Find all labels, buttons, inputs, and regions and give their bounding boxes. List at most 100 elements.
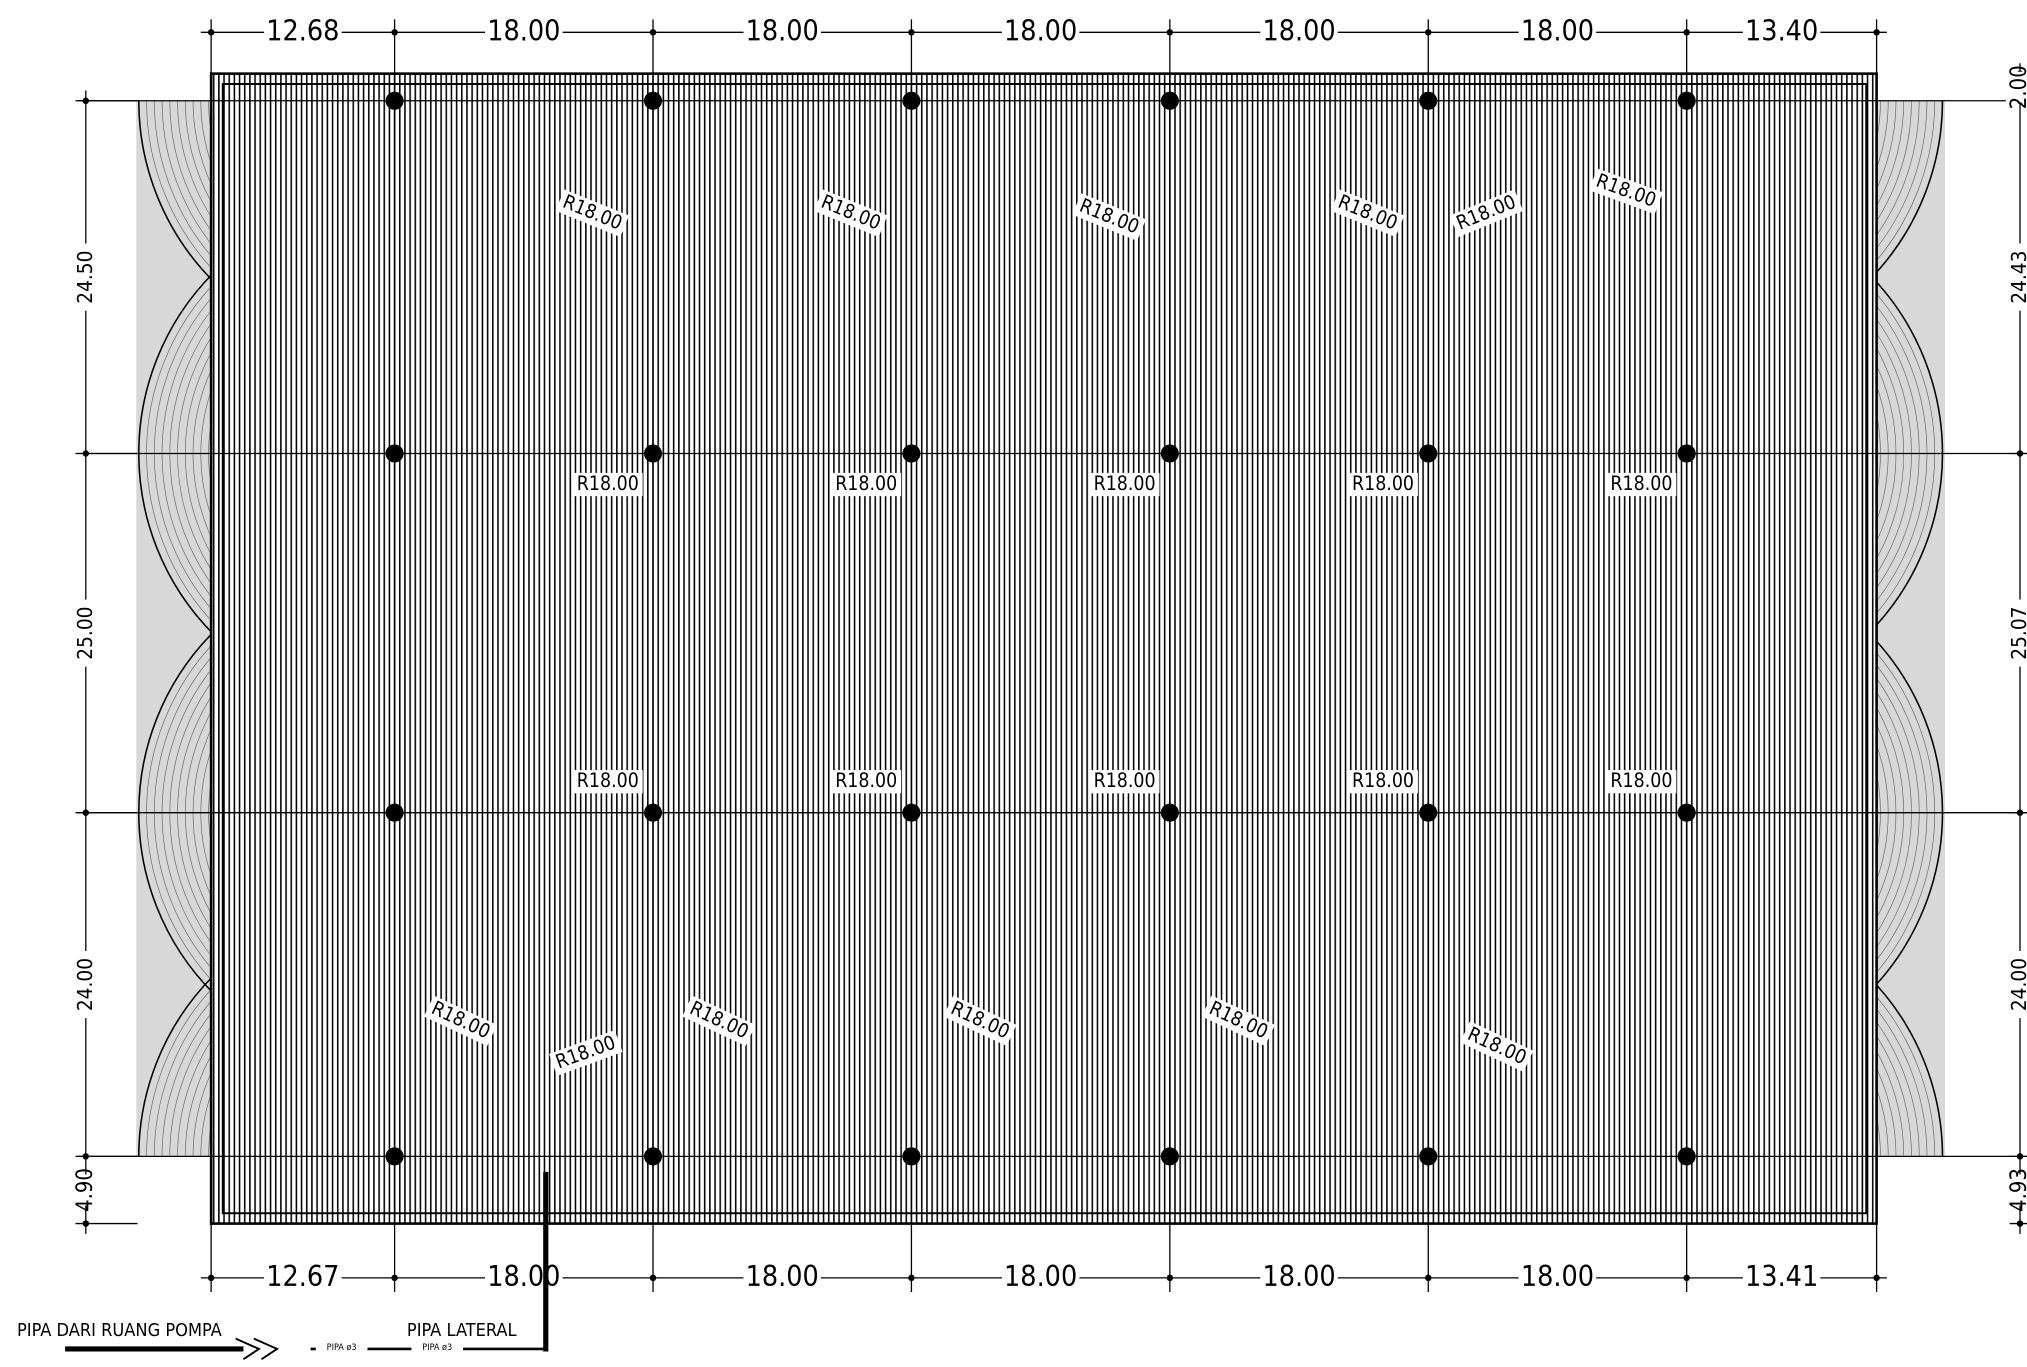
sprinkler-head <box>643 1147 663 1166</box>
dimension-label: 13.41 <box>1745 1260 1818 1293</box>
dimension-tick <box>1425 29 1432 36</box>
radius-label: R18.00 <box>1094 472 1156 495</box>
sprinkler-head <box>1419 1147 1438 1166</box>
label-back <box>813 189 888 238</box>
dimension-tick <box>908 29 915 36</box>
sprinkler-head <box>1160 91 1179 110</box>
sprinkler-head <box>1677 1147 1696 1166</box>
dimension-tick <box>908 1274 915 1282</box>
sprinkler-head <box>1160 1147 1179 1166</box>
dimension-label: 24.43 <box>2007 251 2027 304</box>
dimension-label: 18.00 <box>1521 14 1594 47</box>
sprinkler-head <box>1677 803 1696 822</box>
label-back <box>423 995 498 1047</box>
dimension-tick <box>1873 1274 1880 1282</box>
sprinkler-head <box>902 803 921 822</box>
dimension-gap <box>2005 71 2027 103</box>
dimension-gap <box>1742 16 1821 48</box>
dimension-gap <box>2005 950 2027 1019</box>
dimension-gap <box>71 950 101 1019</box>
radius-label: R18.00 <box>1352 472 1414 495</box>
radius-label: R18.00 <box>1094 769 1156 792</box>
label-back <box>1089 472 1160 497</box>
dimension-label: 4.90 <box>73 1168 98 1212</box>
dimension-gap <box>2005 243 2027 311</box>
frame-inner <box>221 83 1868 1215</box>
dimension-gap <box>1260 1262 1338 1294</box>
pipe-size: PIPA ø3 <box>422 1343 452 1353</box>
label-back <box>1589 168 1663 215</box>
label-back <box>1449 189 1524 238</box>
dimension-label: 24.00 <box>73 958 97 1011</box>
dimension-tick <box>1683 29 1690 36</box>
dimension-label: 4.93 <box>2007 1168 2027 1212</box>
dimension-gap <box>743 1262 821 1294</box>
sprinkler-head <box>1160 444 1179 463</box>
label-back <box>572 770 643 794</box>
label-back <box>831 472 902 497</box>
sprinkler-head <box>902 91 921 110</box>
dimension-label: 18.00 <box>1262 1260 1335 1293</box>
radius-label: R18.00 <box>835 769 897 792</box>
dimension-label: 18.00 <box>1004 14 1077 47</box>
sprinkler-head <box>1419 91 1438 110</box>
dimension-label: 18.00 <box>1004 1260 1077 1293</box>
dimension-label: 18.00 <box>1521 1260 1594 1293</box>
dimension-tick <box>649 1274 657 1282</box>
radius-label: R18.00 <box>577 769 639 792</box>
dimension-label: 25.00 <box>73 607 97 660</box>
dimension-label: 24.50 <box>73 251 97 304</box>
label-back <box>1089 770 1160 794</box>
radius-label: R18.00 <box>1352 769 1414 792</box>
dimension-gap <box>485 16 563 48</box>
dimension-label: 13.40 <box>1745 14 1818 47</box>
sprinkler-head <box>643 803 663 822</box>
dimension-tick <box>1166 1274 1174 1282</box>
label-back <box>411 1341 464 1355</box>
sprinkler-head <box>902 1147 921 1166</box>
label-back <box>555 189 629 238</box>
dimension-label: 18.00 <box>487 1260 560 1293</box>
label-back <box>1606 472 1677 497</box>
dimension-label: 24.00 <box>2007 958 2027 1011</box>
label-back <box>1460 1021 1534 1072</box>
dimension-tick <box>391 29 398 36</box>
dimension-gap <box>264 16 342 48</box>
dimension-gap <box>2005 1174 2027 1206</box>
label-back <box>1201 995 1275 1047</box>
dimension-gap <box>1518 16 1597 48</box>
dimension-tick <box>1166 29 1174 36</box>
radius-label: R18.00 <box>835 472 897 495</box>
label-back <box>682 995 756 1047</box>
sprinkler-head <box>385 91 404 110</box>
sprinkler-head <box>385 803 404 822</box>
dimension-gap <box>264 1262 342 1294</box>
sprinkler-head <box>902 444 921 463</box>
dimension-label: 18.00 <box>487 14 560 47</box>
dimension-label: 18.00 <box>1262 14 1335 47</box>
dimension-tick <box>207 1274 215 1282</box>
dimension-gap <box>1001 1262 1080 1294</box>
radius-label: R18.00 <box>577 472 639 495</box>
label-back <box>1330 189 1405 238</box>
pipe-break <box>235 1337 280 1361</box>
dimension-label: 12.67 <box>266 1260 339 1293</box>
dimension-tick <box>391 1274 398 1282</box>
sprinkler-head <box>1677 91 1696 110</box>
dimension-gap <box>1742 1262 1821 1294</box>
radius-label: R18.00 <box>1610 769 1672 792</box>
legend-label: PIPA LATERAL <box>407 1320 517 1341</box>
dimension-tick <box>1683 1274 1690 1282</box>
dimension-tick <box>1873 29 1880 36</box>
sprinkler-head <box>643 91 663 110</box>
dimension-gap <box>485 1262 563 1294</box>
radius-label: R18.00 <box>1610 472 1672 495</box>
dimension-gap <box>2005 599 2027 667</box>
dimension-gap <box>71 243 101 311</box>
label-back <box>572 472 643 497</box>
sprinkler-head <box>1160 803 1179 822</box>
dimension-gap <box>1001 16 1080 48</box>
sprinkler-head <box>385 444 404 463</box>
